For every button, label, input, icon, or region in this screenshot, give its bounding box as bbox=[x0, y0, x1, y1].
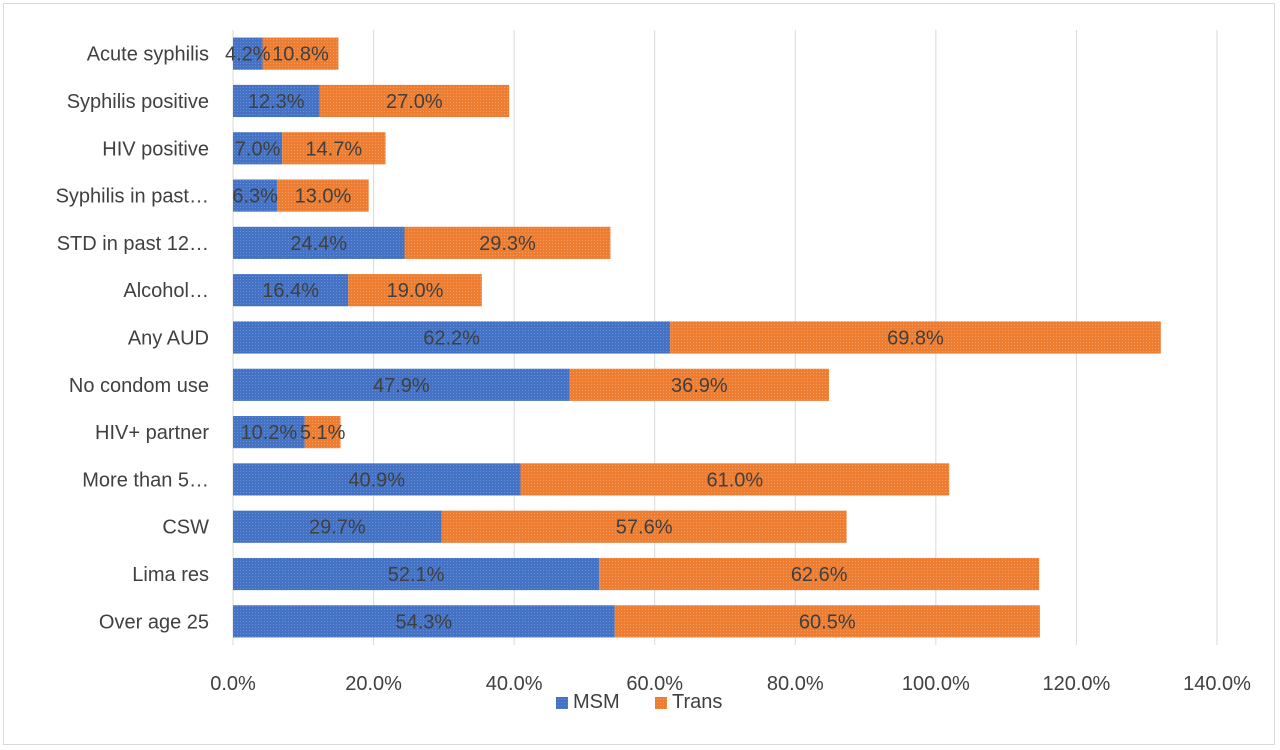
legend-swatch-trans bbox=[655, 697, 667, 709]
category-label: No condom use bbox=[69, 375, 209, 397]
value-axis: 0.0% 20.0% 40.0% 60.0% 80.0% 100.0% 120.0% 140.… bbox=[210, 673, 1251, 695]
data-label: 10.2% bbox=[240, 422, 297, 444]
bar-msm bbox=[233, 37, 263, 70]
bar-trans bbox=[520, 463, 950, 496]
data-label: 29.7% bbox=[309, 517, 366, 539]
bar-trans bbox=[404, 226, 611, 259]
category-label: Syphilis in past… bbox=[56, 186, 209, 208]
category-label: Lima res bbox=[132, 564, 209, 586]
bar-msm bbox=[233, 84, 320, 118]
legend: MSM Trans bbox=[556, 691, 722, 713]
data-label: 19.0% bbox=[387, 280, 444, 302]
bar-trans bbox=[599, 557, 1040, 591]
data-label: 6.3% bbox=[232, 186, 278, 208]
category-label: HIV positive bbox=[102, 138, 209, 160]
data-label: 69.8% bbox=[887, 328, 944, 350]
data-label: 40.9% bbox=[348, 469, 405, 491]
bar-msm bbox=[233, 132, 283, 165]
bar-msm bbox=[233, 605, 615, 638]
category-label: HIV+ partner bbox=[95, 422, 209, 444]
legend-label-msm: MSM bbox=[573, 691, 620, 713]
data-label: 5.1% bbox=[300, 422, 346, 444]
category-label: Alcohol… bbox=[123, 280, 209, 302]
bar-msm bbox=[233, 416, 305, 449]
bar-msm bbox=[233, 510, 442, 543]
tick-label: 100.0% bbox=[902, 673, 970, 695]
bar-msm bbox=[233, 463, 521, 496]
bar-trans bbox=[441, 510, 847, 543]
data-label: 54.3% bbox=[395, 611, 452, 633]
data-labels: 4.2% 10.8% 12.3% 27.0% 7.0% 14.7% 6.3% 13.0% 24.… bbox=[225, 44, 944, 634]
bar-msm bbox=[233, 321, 671, 354]
data-label: 13.0% bbox=[295, 186, 352, 208]
bar-msm bbox=[233, 368, 570, 401]
category-label: More than 5… bbox=[82, 469, 209, 491]
data-label: 36.9% bbox=[671, 375, 728, 397]
bar-msm bbox=[233, 226, 405, 259]
data-label: 61.0% bbox=[706, 469, 763, 491]
category-label: Acute syphilis bbox=[87, 44, 209, 66]
bar-msm bbox=[233, 179, 278, 212]
data-label: 57.6% bbox=[616, 517, 673, 539]
category-label: STD in past 12… bbox=[57, 233, 209, 255]
bar-msm bbox=[233, 274, 349, 307]
category-label: Over age 25 bbox=[99, 611, 209, 633]
category-label: Syphilis positive bbox=[67, 91, 209, 113]
bar-trans bbox=[348, 274, 482, 307]
bar-msm bbox=[233, 557, 600, 591]
data-label: 60.5% bbox=[799, 611, 856, 633]
bar-trans bbox=[569, 368, 830, 401]
data-label: 24.4% bbox=[290, 233, 347, 255]
tick-label: 60.0% bbox=[626, 673, 683, 695]
data-label: 27.0% bbox=[386, 91, 443, 113]
bar-trans bbox=[304, 416, 341, 449]
bars bbox=[233, 37, 1161, 638]
tick-label: 140.0% bbox=[1183, 673, 1251, 695]
data-label: 52.1% bbox=[388, 564, 445, 586]
category-label: Any AUD bbox=[128, 328, 209, 350]
bar-trans bbox=[282, 132, 386, 165]
legend-swatch-msm bbox=[556, 697, 568, 709]
bar-trans bbox=[262, 37, 339, 70]
bar-trans bbox=[277, 179, 369, 212]
data-label: 4.2% bbox=[225, 44, 271, 66]
tick-label: 40.0% bbox=[486, 673, 543, 695]
data-label: 62.6% bbox=[791, 564, 848, 586]
data-label: 16.4% bbox=[262, 280, 319, 302]
tick-label: 120.0% bbox=[1043, 673, 1111, 695]
tick-label: 0.0% bbox=[210, 673, 256, 695]
data-label: 7.0% bbox=[235, 138, 281, 160]
category-label: CSW bbox=[162, 517, 209, 539]
data-label: 47.9% bbox=[373, 375, 430, 397]
data-label: 14.7% bbox=[306, 138, 363, 160]
legend-label-trans: Trans bbox=[672, 691, 722, 713]
category-axis: Acute syphilis Syphilis positive HIV posit… bbox=[56, 44, 210, 634]
data-label: 10.8% bbox=[272, 44, 329, 66]
data-label: 62.2% bbox=[423, 328, 480, 350]
bar-trans bbox=[670, 321, 1161, 354]
bar-trans bbox=[319, 84, 510, 118]
data-label: 12.3% bbox=[248, 91, 305, 113]
tick-label: 80.0% bbox=[767, 673, 824, 695]
bar-trans bbox=[614, 605, 1040, 638]
tick-label: 20.0% bbox=[345, 673, 402, 695]
data-label: 29.3% bbox=[479, 233, 536, 255]
